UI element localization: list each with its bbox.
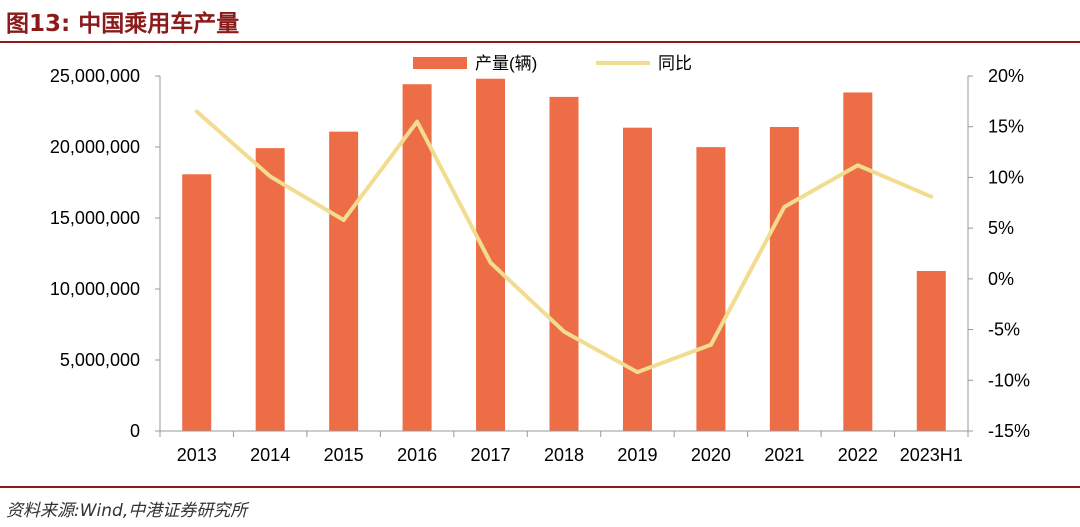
- y-left-tick-label: 20,000,000: [50, 137, 140, 157]
- x-tick-label: 2015: [324, 445, 364, 465]
- yoy-point-2020: [710, 344, 712, 346]
- source-note: 资料来源:Wind,中港证券研究所: [6, 501, 248, 521]
- y-left-tick-label: 25,000,000: [50, 66, 140, 86]
- bar-2020: [696, 147, 726, 431]
- y-right-tick-label: 0%: [988, 269, 1014, 289]
- x-tick-label: 2020: [691, 445, 731, 465]
- y-right-tick-label: -5%: [988, 320, 1020, 340]
- figure-title-text: 中国乘用车产量: [78, 11, 240, 37]
- bar-2014: [255, 148, 285, 432]
- bar-2019: [622, 127, 652, 432]
- yoy-point-2018: [563, 331, 565, 333]
- y-right-tick-label: 15%: [988, 117, 1024, 137]
- legend: 产量(辆) 同比: [413, 54, 692, 73]
- y-right-tick-label: -10%: [988, 370, 1030, 390]
- y-right-tick-label: 20%: [988, 66, 1024, 86]
- x-tick-label: 2021: [764, 445, 804, 465]
- y-right-tick-label: 10%: [988, 167, 1024, 187]
- x-tick-label: 2017: [471, 445, 511, 465]
- y-left-tick-label: 5,000,000: [60, 350, 140, 370]
- bar-2022: [843, 92, 873, 432]
- y-right-tick-label: 5%: [988, 218, 1014, 238]
- footer-divider: [0, 486, 1080, 488]
- yoy-point-2021: [783, 206, 785, 208]
- x-tick-label: 2022: [838, 445, 878, 465]
- legend-label-line: 同比: [658, 54, 692, 73]
- yoy-point-2013: [196, 111, 198, 112]
- y-left-tick-label: 15,000,000: [50, 208, 140, 228]
- legend-label-bar: 产量(辆): [475, 54, 537, 73]
- legend-swatch-bar: [413, 57, 467, 69]
- yoy-point-2023H1: [930, 196, 932, 198]
- yoy-point-2014: [269, 175, 271, 177]
- x-tick-label: 2018: [544, 445, 584, 465]
- yoy-point-2019: [636, 371, 638, 373]
- yoy-point-2016: [416, 121, 418, 123]
- y-left-tick-label: 10,000,000: [50, 279, 140, 299]
- yoy-point-2022: [857, 164, 859, 166]
- y-left-tick-label: 0: [130, 421, 140, 441]
- x-tick-label: 2016: [397, 445, 437, 465]
- x-tick-label: 2023H1: [900, 445, 963, 465]
- production-chart: 0 5,000,000 10,000,000 15,000,000 20,000,000…: [50, 54, 1030, 465]
- header-divider: [0, 41, 1080, 43]
- x-tick-label: 2013: [177, 445, 217, 465]
- y-right-tick-label: -15%: [988, 421, 1030, 441]
- x-tick-label: 2019: [617, 445, 657, 465]
- bar-2018: [549, 96, 579, 432]
- figure-header: 图13: 中国乘用车产量: [0, 0, 1080, 42]
- bar-2023H1: [916, 270, 946, 431]
- bar-2017: [476, 78, 506, 431]
- yoy-point-2017: [490, 262, 492, 264]
- bar-2015: [329, 131, 359, 431]
- yoy-point-2015: [343, 219, 345, 221]
- x-tick-label: 2014: [250, 445, 290, 465]
- figure-label: 图13:: [6, 11, 71, 37]
- bar-2021: [769, 126, 799, 431]
- bar-2013: [182, 174, 212, 431]
- figure-title: 图13: 中国乘用车产量: [6, 4, 239, 38]
